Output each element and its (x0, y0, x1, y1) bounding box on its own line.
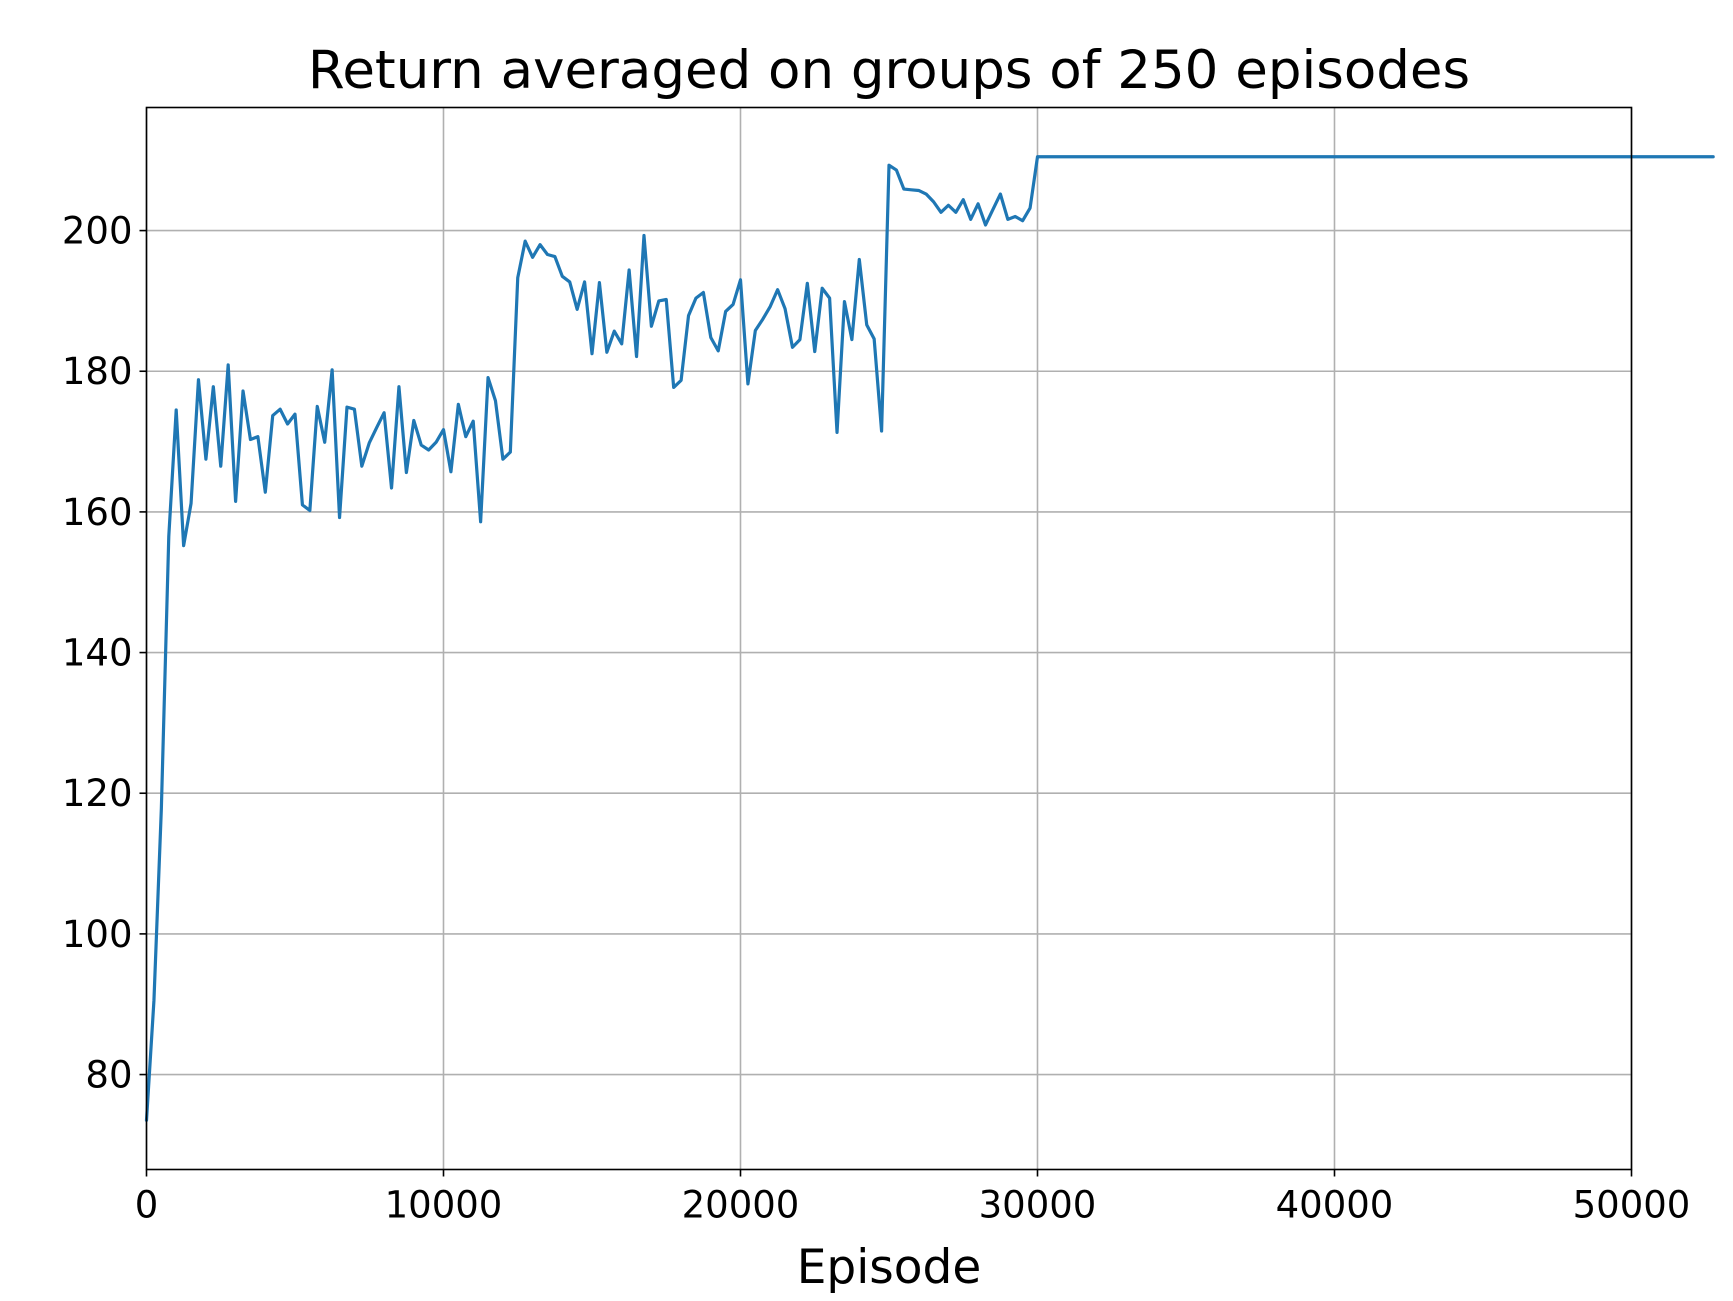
x-tick-label: 40000 (1276, 1184, 1394, 1227)
y-tick-label: 200 (62, 210, 133, 253)
plot-frame (145, 106, 1633, 1171)
x-tick-label: 20000 (682, 1184, 800, 1227)
series-line (144, 155, 1715, 1122)
y-tick-label: 100 (62, 913, 133, 956)
y-tick-label: 140 (62, 632, 133, 675)
y-tick-label: 80 (85, 1054, 132, 1097)
x-axis: 0 10000 20000 30000 40000 50000 (135, 1169, 1691, 1227)
y-tick-label: 180 (62, 350, 133, 393)
x-tick-label: 30000 (979, 1184, 1097, 1227)
chart-title: Return averaged on groups of 250 episode… (308, 40, 1470, 101)
grid (145, 107, 1633, 1170)
y-tick-label: 160 (62, 491, 133, 534)
x-axis-label: Episode (797, 1240, 982, 1295)
x-tick-label: 50000 (1573, 1184, 1691, 1227)
x-tick-label: 0 (135, 1184, 159, 1227)
y-tick-label: 120 (62, 772, 133, 815)
series-layer (144, 155, 1715, 1122)
x-tick-label: 10000 (385, 1184, 503, 1227)
y-axis: 80 100 120 140 160 180 200 (62, 210, 147, 1097)
